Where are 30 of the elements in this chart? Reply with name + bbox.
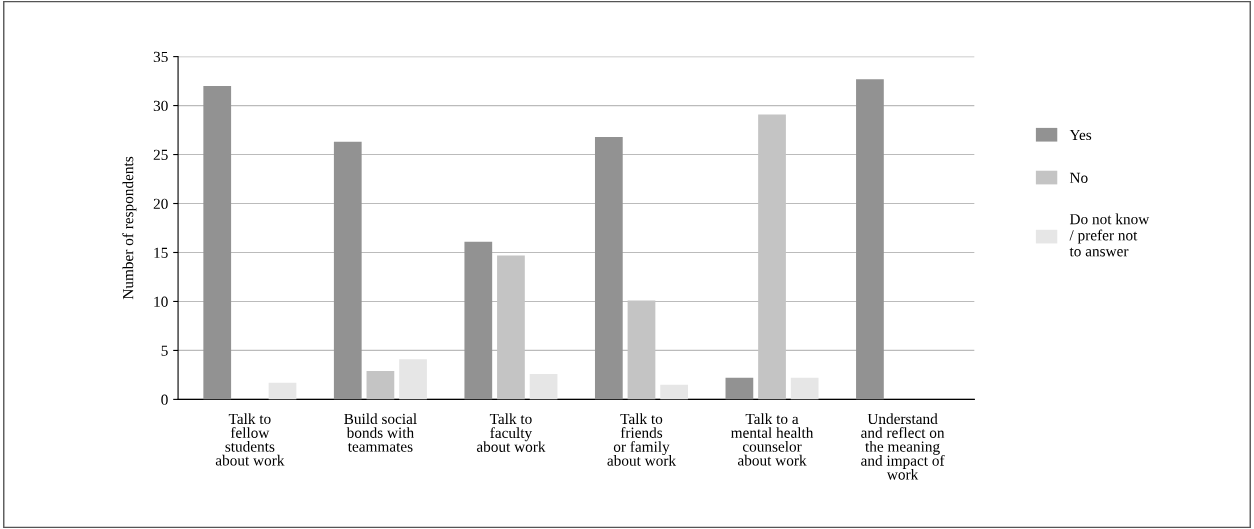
- bar: [366, 370, 395, 400]
- bar: [268, 382, 297, 400]
- x-tick-label: Build social bonds with teammates: [344, 413, 417, 452]
- bar: [529, 373, 558, 400]
- x-tick-label: Talk to a mental health counselor about work: [730, 413, 814, 466]
- y-tick-label: 5: [161, 345, 168, 356]
- bar: [594, 136, 623, 400]
- y-tick-label: 15: [154, 247, 168, 258]
- bar: [725, 377, 754, 400]
- x-tick-label: Talk to fellow students about work: [215, 413, 285, 466]
- bar: [856, 79, 884, 400]
- legend-label: No: [1069, 172, 1088, 183]
- y-tick-label: 35: [153, 51, 168, 63]
- y-tick-label: 25: [153, 149, 168, 160]
- bar: [660, 384, 688, 400]
- y-tick-label: 20: [153, 198, 168, 209]
- y-axis-title: Number of respondents: [122, 156, 137, 300]
- x-tick-label: Understand and reflect on the meaning and impact of work: [861, 413, 945, 480]
- bar: [203, 85, 232, 400]
- y-tick-label: 0: [161, 394, 168, 405]
- bar: [790, 377, 819, 400]
- x-tick-label: Talk to friends or family about work: [607, 413, 677, 466]
- y-tick-label: 30: [153, 100, 168, 112]
- x-tick-label: Talk to faculty about work: [476, 413, 546, 452]
- legend-label: Yes: [1069, 129, 1092, 141]
- legend-label: Do not know / prefer not to answer: [1069, 213, 1150, 257]
- bar: [333, 141, 362, 400]
- y-tick-label: 10: [154, 296, 168, 307]
- bar: [464, 241, 493, 400]
- bar: [399, 359, 427, 400]
